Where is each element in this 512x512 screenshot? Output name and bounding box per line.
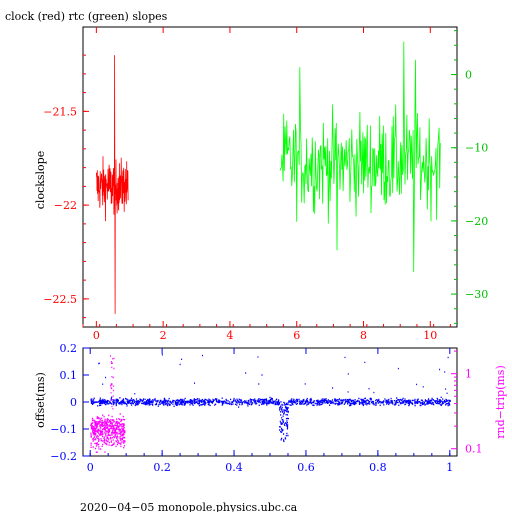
top-xtick-label-4: 8 — [360, 329, 367, 342]
bottom-ytick-label-4: −0.2 — [50, 450, 77, 463]
bottom-xtick-label-3: 0.6 — [297, 461, 315, 474]
top-chart-axes: 0 2 4 6 8 10 −21.5 −22 −22.5 0 −10 −20 −30 — [43, 26, 488, 342]
top-y2tick-label-2: −20 — [465, 215, 488, 228]
top-ytick-label-2: −22.5 — [43, 293, 77, 306]
bottom-y2tick-label-0: 1 — [465, 368, 472, 381]
bottom-xtick-label-5: 1 — [446, 461, 453, 474]
bottom-xtick-label-4: 0.8 — [369, 461, 387, 474]
top-ytick-label-1: −22 — [54, 199, 77, 212]
top-chart-ylabel: clockslope — [34, 151, 47, 209]
top-xtick-label-2: 4 — [226, 329, 233, 342]
top-chart: 0 2 4 6 8 10 −21.5 −22 −22.5 0 −10 −20 −30 — [43, 26, 488, 342]
bottom-xtick-label-0: 0 — [87, 461, 94, 474]
top-xtick-label-3: 6 — [293, 329, 300, 342]
bottom-ytick-label-2: 0 — [70, 396, 77, 409]
top-xtick-label-0: 0 — [93, 329, 100, 342]
bottom-chart-data — [90, 354, 451, 453]
bottom-ytick-label-0: 0.2 — [60, 342, 78, 355]
top-series-0-line — [96, 55, 129, 314]
bottom-chart-ylabel: offset(ms) — [34, 372, 47, 428]
top-y2tick-label-3: −30 — [465, 288, 488, 301]
bottom-xtick-label-1: 0.2 — [153, 461, 171, 474]
bottom-chart-y2label: rnd−trip(ms) — [494, 365, 507, 439]
roundtrip-points — [90, 355, 126, 453]
top-xtick-label-1: 2 — [160, 329, 167, 342]
bottom-y2tick-label-1: 0.1 — [465, 443, 483, 456]
top-xtick-label-5: 10 — [423, 329, 437, 342]
top-ytick-label-0: −21.5 — [43, 105, 77, 118]
top-series-1-line — [279, 41, 441, 273]
top-chart-title: clock (red) rtc (green) slopes — [5, 10, 168, 23]
bottom-ytick-label-3: −0.1 — [50, 423, 77, 436]
bottom-ytick-label-1: 0.1 — [60, 369, 78, 382]
bottom-chart: 0 0.2 0.4 0.6 0.8 1 0.2 0.1 0 −0.1 −0.2 1 0.1 — [50, 342, 482, 474]
top-y2tick-label-0: 0 — [465, 69, 472, 82]
footer-text: 2020−04−05 monopole.physics.ubc.ca — [80, 501, 298, 512]
bottom-xtick-label-2: 0.4 — [225, 461, 243, 474]
top-y2tick-label-1: −10 — [465, 142, 488, 155]
offset-points — [90, 354, 451, 443]
bottom-chart-axes: 0 0.2 0.4 0.6 0.8 1 0.2 0.1 0 −0.1 −0.2 1 0.1 — [50, 342, 482, 474]
top-chart-data — [96, 41, 441, 314]
